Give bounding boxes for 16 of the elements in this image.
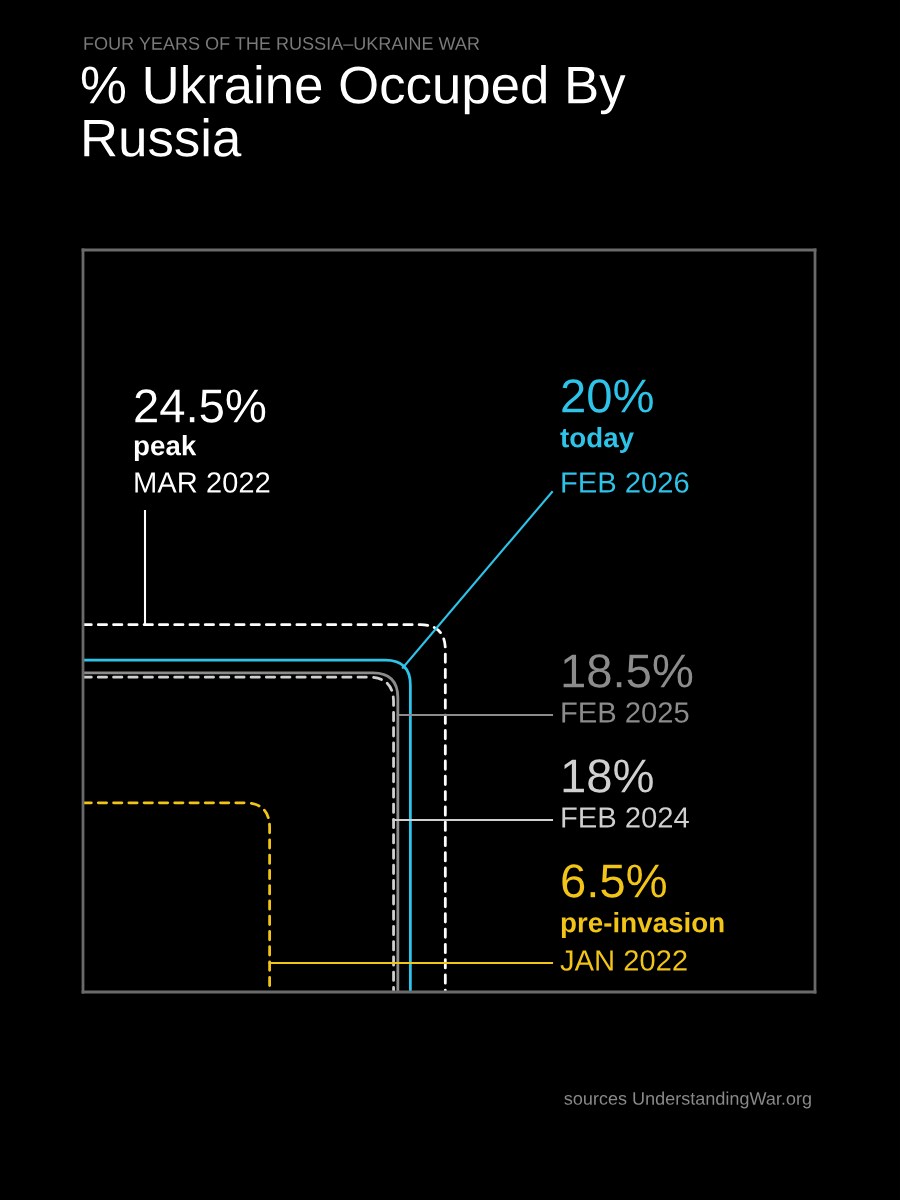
legend-label: MAR 2022	[135, 472, 270, 493]
data-label: 18%	[563, 759, 653, 793]
data-label: 20%	[562, 379, 653, 413]
text: % Ukraine Occuped By Russia	[81, 65, 626, 157]
data-label: 18.5%	[563, 654, 693, 688]
text: pre-invasion	[561, 912, 724, 938]
text: peak	[134, 435, 197, 461]
data-label: 24.5%	[135, 389, 266, 423]
legend-label: JAN 2022	[560, 950, 687, 971]
legend-label: FEB 2025	[562, 702, 689, 723]
source-note: sources UnderstandingWar.org	[564, 1091, 811, 1109]
text: today	[560, 427, 634, 453]
data-label: 6.5%	[562, 864, 666, 898]
legend-label: FEB 2026	[562, 472, 689, 493]
text: FOUR YEARS OF THE RUSSIA–UKRAINE WAR	[84, 37, 480, 50]
legend-label: FEB 2024	[562, 807, 689, 828]
